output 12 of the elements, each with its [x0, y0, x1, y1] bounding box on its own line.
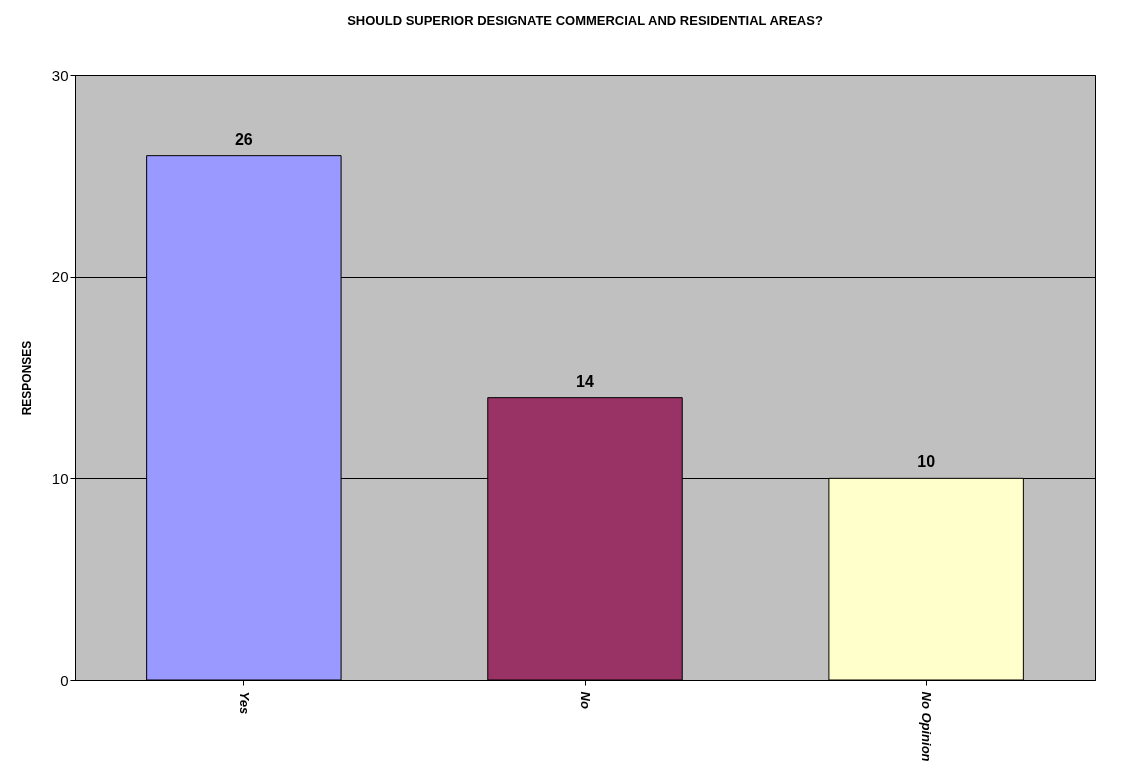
- y-axis-title: RESPONSES: [19, 340, 34, 416]
- y-tick-label: 20: [51, 268, 69, 286]
- y-tick-label: 30: [51, 66, 69, 84]
- x-tick-label: No: [578, 691, 593, 709]
- data-label: 14: [576, 372, 594, 390]
- chart-title: SHOULD SUPERIOR DESIGNATE COMMERCIAL AND RESIDENTIAL AREAS?: [347, 13, 823, 28]
- x-tick-label: No Opinion: [919, 691, 935, 762]
- data-label: 10: [917, 453, 936, 471]
- x-tick-label: Yes: [236, 691, 252, 715]
- y-tick-label: 0: [60, 671, 69, 689]
- data-label: 26: [234, 130, 253, 148]
- y-tick-label: 10: [51, 469, 69, 487]
